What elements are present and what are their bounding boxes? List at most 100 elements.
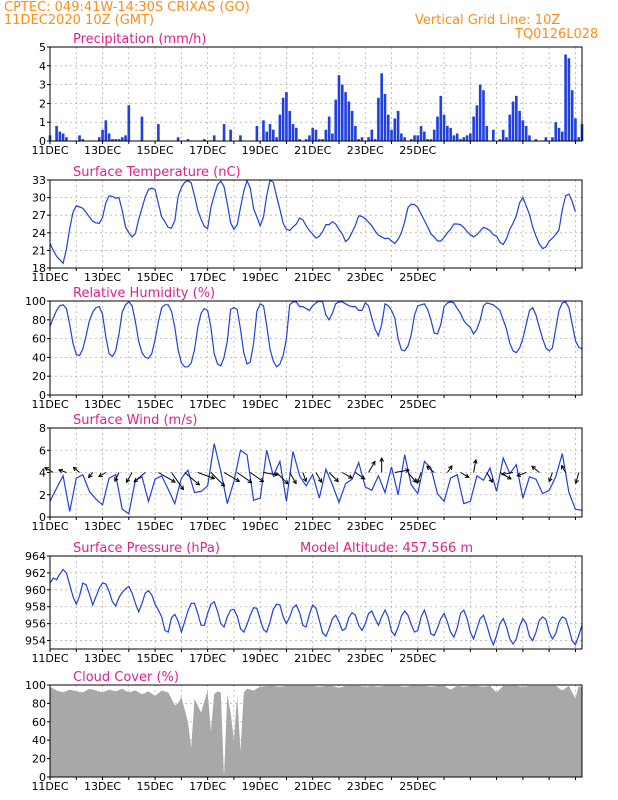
wind-arrow [171,472,184,490]
panel-title: Precipitation (mm/h) [73,32,206,47]
panel-title: Surface Wind (m/s) [73,413,197,428]
panel-title: Surface Pressure (hPa) [73,541,220,556]
wind-arrowhead [210,475,216,480]
y-tick-label: 21 [32,244,46,257]
precip-bar [518,110,521,141]
panel-title: Cloud Cover (%) [73,670,179,685]
x-tick-label: 15DEC [137,520,174,533]
precip-bar [281,97,285,141]
precip-bar [508,114,512,141]
wind-arrow [133,472,146,483]
wind-arrow [263,472,278,476]
panel-wind: 0 2 4 6 8 11DEC 13DEC 15DEC 17DEC 19DEC 21DEC 23DEC… [31,413,583,533]
wind-arrow [315,472,323,483]
y-tick-label: 0 [39,389,46,402]
temp-line [49,178,576,265]
x-tick-label: 17DEC [189,652,226,665]
panel-precip: 0 1 2 3 4 5 11DEC 13DEC 15DEC 17DEC 19DEC 21DEC 23DE… [31,32,584,157]
x-tick-label: 25DEC [399,398,436,411]
header-station: CPTEC: 049:41W-14:30S CRIXAS (GO) [4,0,250,15]
precip-bar [475,105,479,141]
wind-arrow [73,466,80,473]
precip-bar [554,122,558,141]
wind-arrowhead [179,485,184,491]
precip-bar [403,137,406,141]
precip-bar [278,114,282,141]
x-tick-label: 11DEC [31,144,68,157]
precip-bar [262,120,265,141]
header-date: 11DEC2020 10Z (GMT) [4,13,155,28]
precip-bar [567,58,571,141]
precip-bar [294,127,298,141]
wind-arrowhead [416,479,421,484]
x-tick-label: 19DEC [242,780,279,793]
x-tick-label: 15DEC [137,144,174,157]
precip-bar [354,125,357,141]
precip-bar [383,94,387,141]
panel-frame [49,684,583,778]
precip-bar [551,137,554,141]
y-tick-label: 2 [39,489,46,502]
wind-arrow [426,465,435,473]
wind-arrowhead [379,457,385,462]
precip-bar [107,133,111,141]
x-tick-label: 23DEC [347,520,384,533]
x-tick-label: 23DEC [347,144,384,157]
y-tick-label: 100 [25,679,46,692]
precip-bar [524,125,528,141]
wind-arrow [368,461,376,473]
wind-arrowhead [371,460,376,466]
x-tick-label: 21DEC [294,398,331,411]
wind-arrowhead [170,478,176,483]
precip-bar [564,54,567,141]
x-tick-label: 13DEC [84,398,121,411]
wind-arrowhead [347,474,353,479]
precip-bar [386,114,390,141]
precip-bar [521,120,525,141]
y-tick-label: 20 [32,753,46,766]
x-tick-label: 11DEC [31,652,68,665]
wind-arrowhead [195,480,201,486]
precip-bar [465,135,469,141]
panel-temp: 18 21 24 27 30 33 11DEC 13DEC 15DEC 17DEC 19DEC 21D… [31,165,583,284]
x-tick-label: 19DEC [242,652,279,665]
wind-arrowhead [302,477,308,483]
wind-arrow [407,472,417,483]
wind-arrowhead [97,472,103,478]
precip-bar [380,73,383,141]
x-tick-label: 25DEC [399,271,436,284]
x-tick-label: 25DEC [399,520,436,533]
y-tick-label: 960 [25,584,46,597]
x-tick-label: 23DEC [347,780,384,793]
precip-bar [331,133,334,141]
precip-bar [370,129,374,141]
precip-bar [377,97,380,141]
x-tick-label: 25DEC [399,780,436,793]
precip-bar [298,139,301,141]
wind-arrow [486,472,493,483]
wind-arrowhead [259,477,265,483]
wind-arrowhead [334,477,339,483]
precip-bar [222,124,226,141]
wind-arrow [355,472,365,480]
y-tick-label: 8 [39,422,46,435]
x-tick-label: 17DEC [189,520,226,533]
precip-bar [400,133,403,141]
wind-arrowhead [412,478,417,484]
precip-bar [416,135,420,141]
wind-arrow [446,465,453,473]
panel-frame [49,555,583,650]
precip-bar [291,124,295,141]
x-tick-label: 13DEC [84,144,121,157]
wind-arrowhead [133,477,139,483]
x-tick-label: 13DEC [84,520,121,533]
x-tick-label: 13DEC [84,780,121,793]
panel-press: 954 956 958 960 962 964 11DEC 13DEC 15DEC 17DEC 19… [25,541,583,665]
precip-bar [452,135,456,141]
precip-bar [478,84,482,141]
wind-arrow [114,472,120,482]
wind-arrow [210,472,225,487]
precip-bar [324,129,328,141]
wind-arrowhead [283,479,289,485]
wind-arrow [531,465,540,473]
